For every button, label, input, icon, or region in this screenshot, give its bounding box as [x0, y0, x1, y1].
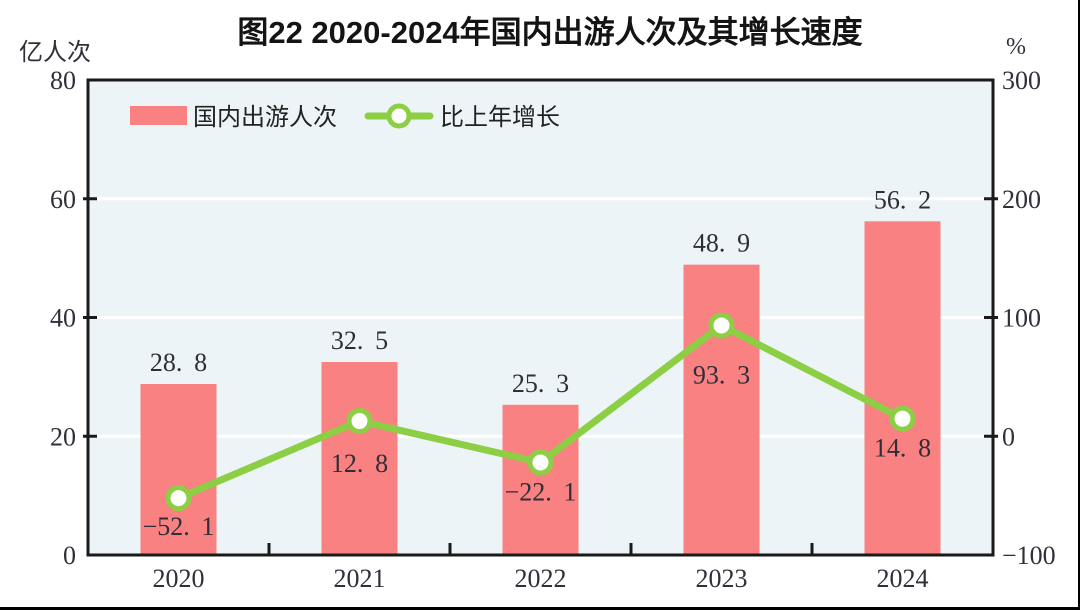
line-marker-2024: [889, 405, 916, 432]
bar-value-label-2021: 32. 5: [331, 326, 388, 355]
x-tick-label-2022: 2022: [515, 564, 567, 593]
bar-value-label-2024: 56. 2: [874, 185, 931, 214]
bar-2021: [321, 362, 398, 555]
x-tick-label-2023: 2023: [696, 564, 748, 593]
bar-2020: [140, 384, 217, 555]
legend-line-marker: [386, 103, 412, 129]
line-value-label-2024: 14. 8: [874, 434, 931, 463]
x-tick-label-2020: 2020: [153, 564, 205, 593]
left-tick-label-60: 60: [50, 185, 76, 214]
left-axis-unit-label: 亿人次: [19, 39, 91, 66]
left-tick-label-20: 20: [50, 422, 76, 451]
chart-title: 图22 2020-2024年国内出游人次及其增长速度: [237, 15, 862, 50]
left-tick-label-40: 40: [50, 304, 76, 333]
bar-2024: [864, 221, 941, 555]
left-tick-label-80: 80: [50, 66, 76, 95]
line-value-label-2022: −22. 1: [505, 477, 577, 506]
line-marker-2023: [708, 312, 735, 339]
x-tick-label-2024: 2024: [877, 564, 929, 593]
legend-bar-label: 国内出游人次: [193, 104, 337, 131]
line-value-label-2023: 93. 3: [693, 360, 750, 389]
bar-2022: [502, 404, 579, 555]
line-value-label-2020: −52. 1: [143, 512, 215, 541]
right-tick-label-200: 200: [1002, 185, 1041, 214]
right-axis-unit-label: %: [1006, 34, 1026, 60]
right-tick-label-300: 300: [1002, 66, 1041, 95]
bar-value-label-2023: 48. 9: [693, 229, 750, 258]
line-marker-2022: [527, 449, 554, 476]
bar-2023: [683, 264, 760, 555]
left-tick-label-0: 0: [63, 541, 76, 570]
page-border-bottom: [0, 607, 1080, 610]
line-marker-2021: [346, 408, 373, 435]
right-tick-label--100: −100: [1002, 541, 1056, 570]
legend-bar-swatch: [130, 106, 187, 125]
bar-value-label-2022: 25. 3: [512, 369, 569, 398]
line-value-label-2021: 12. 8: [331, 449, 388, 478]
plot-border: [86, 78, 995, 557]
legend-line-label: 比上年增长: [440, 104, 560, 131]
line-marker-2020: [165, 485, 192, 512]
page-border-right: [1078, 0, 1080, 610]
x-tick-label-2021: 2021: [334, 564, 386, 593]
right-tick-label-100: 100: [1002, 304, 1041, 333]
bar-value-label-2020: 28. 8: [150, 348, 207, 377]
right-tick-label-0: 0: [1002, 422, 1015, 451]
